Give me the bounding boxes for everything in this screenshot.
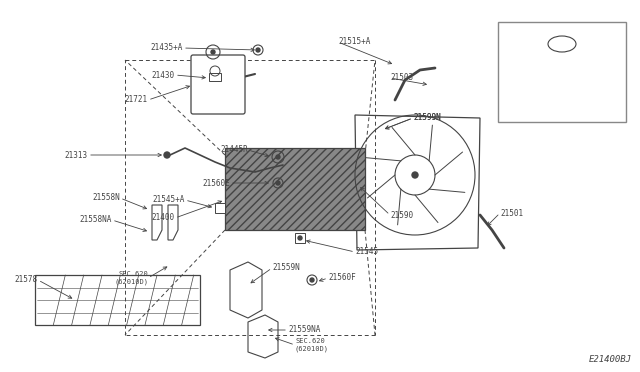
Circle shape xyxy=(412,172,418,178)
Text: 21599N: 21599N xyxy=(413,113,441,122)
Text: 21313: 21313 xyxy=(65,151,88,160)
Text: E21400BJ: E21400BJ xyxy=(589,355,632,364)
Text: 21560E: 21560E xyxy=(202,179,230,187)
Text: 21721: 21721 xyxy=(125,96,148,105)
Text: 21501: 21501 xyxy=(500,208,523,218)
Bar xyxy=(225,148,365,230)
Polygon shape xyxy=(355,115,480,250)
Text: 21558N: 21558N xyxy=(92,193,120,202)
Text: 21545+A: 21545+A xyxy=(152,196,185,205)
Circle shape xyxy=(563,39,568,45)
Ellipse shape xyxy=(548,36,576,52)
Bar xyxy=(498,22,626,122)
Text: 21559N: 21559N xyxy=(272,263,300,273)
Text: 21559NA: 21559NA xyxy=(288,326,321,334)
Text: 21445R: 21445R xyxy=(220,145,248,154)
Text: 21558NA: 21558NA xyxy=(79,215,112,224)
Text: SEC.620
(62010D): SEC.620 (62010D) xyxy=(114,271,148,285)
Text: 21400: 21400 xyxy=(152,214,175,222)
Bar xyxy=(209,73,221,81)
Text: 21578: 21578 xyxy=(15,276,38,285)
Circle shape xyxy=(276,181,280,185)
Text: 21560F: 21560F xyxy=(328,273,356,282)
Circle shape xyxy=(276,155,280,159)
Circle shape xyxy=(211,50,215,54)
Text: 21435+A: 21435+A xyxy=(150,44,183,52)
Circle shape xyxy=(298,236,302,240)
Text: 21590: 21590 xyxy=(390,211,413,219)
Circle shape xyxy=(164,152,170,158)
Text: 21503: 21503 xyxy=(390,74,413,83)
Text: 21445R: 21445R xyxy=(547,114,577,123)
Circle shape xyxy=(256,48,260,52)
Bar xyxy=(295,233,305,243)
Bar xyxy=(215,203,225,213)
Text: 21515+A: 21515+A xyxy=(338,38,371,46)
Text: 21599N: 21599N xyxy=(413,113,441,122)
Text: SEC.620
(62010D): SEC.620 (62010D) xyxy=(295,338,329,352)
Circle shape xyxy=(310,278,314,282)
Bar xyxy=(35,275,200,325)
Text: 21545: 21545 xyxy=(355,247,378,257)
FancyBboxPatch shape xyxy=(191,55,245,114)
Text: 21430: 21430 xyxy=(152,71,175,80)
